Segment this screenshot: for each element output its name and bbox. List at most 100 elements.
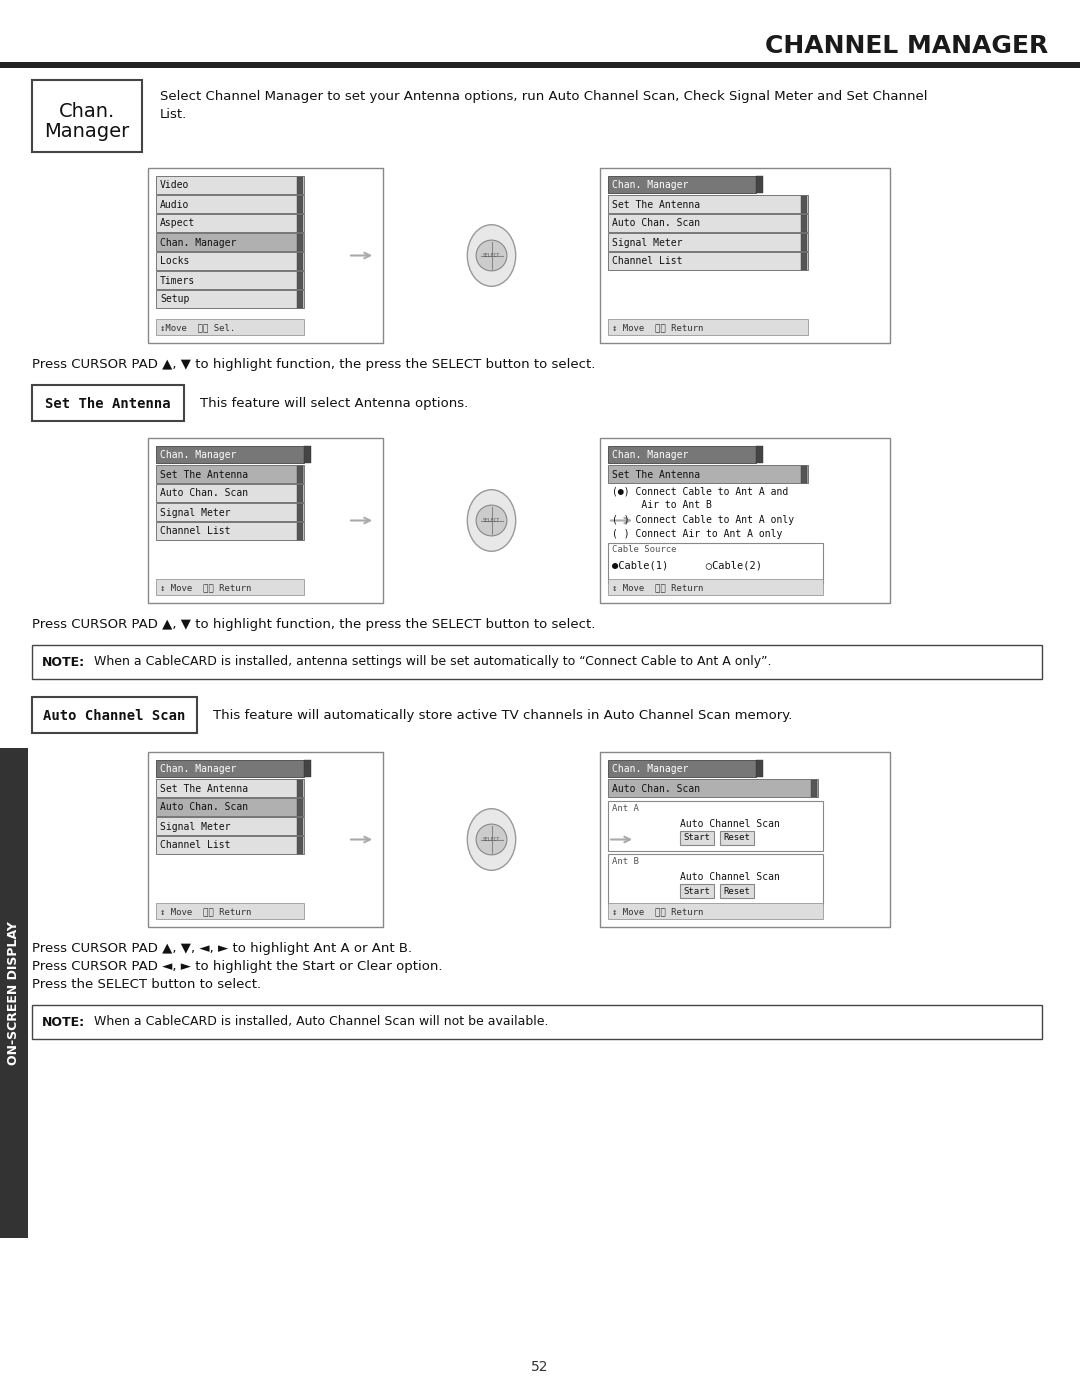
Text: (●) Connect Cable to Ant A and: (●) Connect Cable to Ant A and: [612, 488, 788, 497]
Bar: [801, 465, 807, 482]
Bar: [148, 168, 383, 344]
Text: SELECT: SELECT: [483, 253, 500, 258]
Text: ↕ Move  ⓈⓇ Return: ↕ Move ⓈⓇ Return: [612, 907, 703, 916]
Text: Press the SELECT button to select.: Press the SELECT button to select.: [32, 978, 261, 990]
Bar: [680, 831, 714, 845]
Bar: [720, 831, 754, 845]
Bar: [608, 760, 756, 777]
Text: 52: 52: [531, 1361, 549, 1375]
Text: Ant A: Ant A: [612, 805, 639, 813]
Text: CHANNEL MANAGER: CHANNEL MANAGER: [765, 34, 1048, 59]
Bar: [156, 780, 303, 798]
Text: ON-SCREEN DISPLAY: ON-SCREEN DISPLAY: [8, 921, 21, 1065]
Bar: [156, 760, 303, 777]
Text: This feature will automatically store active TV channels in Auto Channel Scan me: This feature will automatically store ac…: [213, 710, 793, 722]
Bar: [600, 439, 890, 604]
Text: Set The Antenna: Set The Antenna: [612, 200, 700, 210]
Text: Channel List: Channel List: [160, 527, 230, 536]
Bar: [720, 884, 754, 898]
Bar: [297, 196, 303, 212]
Bar: [303, 446, 311, 462]
Bar: [801, 253, 807, 270]
Ellipse shape: [468, 490, 516, 552]
Bar: [600, 752, 890, 928]
Text: Auto Chan. Scan: Auto Chan. Scan: [160, 489, 248, 499]
Text: Air to Ant B: Air to Ant B: [612, 500, 712, 510]
Text: Start: Start: [684, 834, 711, 842]
Text: Auto Channel Scan: Auto Channel Scan: [680, 819, 780, 828]
Bar: [156, 196, 303, 212]
Text: Signal Meter: Signal Meter: [160, 821, 230, 831]
Bar: [156, 251, 303, 270]
Bar: [608, 780, 818, 798]
Bar: [297, 271, 303, 289]
Text: Auto Chan. Scan: Auto Chan. Scan: [612, 218, 700, 229]
Text: Chan. Manager: Chan. Manager: [160, 450, 237, 460]
Text: Setup: Setup: [160, 295, 189, 305]
Text: Chan. Manager: Chan. Manager: [160, 237, 237, 247]
Bar: [801, 196, 807, 212]
Text: Set The Antenna: Set The Antenna: [612, 469, 700, 479]
Bar: [608, 854, 823, 904]
Bar: [756, 446, 762, 462]
Bar: [297, 485, 303, 502]
Bar: [297, 799, 303, 816]
Text: Press CURSOR PAD ▲, ▼ to highlight function, the press the SELECT button to sele: Press CURSOR PAD ▲, ▼ to highlight funct…: [32, 617, 595, 631]
Bar: [756, 760, 762, 777]
Text: Reset: Reset: [724, 834, 751, 842]
Bar: [608, 465, 808, 483]
Text: When a CableCARD is installed, antenna settings will be set automatically to “Co: When a CableCARD is installed, antenna s…: [78, 655, 771, 669]
Bar: [156, 465, 303, 483]
Bar: [303, 760, 311, 777]
Text: Reset: Reset: [724, 887, 751, 895]
Text: ↕Move  ⓈⓇ Sel.: ↕Move ⓈⓇ Sel.: [160, 323, 235, 332]
Bar: [680, 884, 714, 898]
Bar: [608, 578, 823, 595]
Bar: [156, 483, 303, 502]
Bar: [32, 386, 184, 420]
Bar: [297, 465, 303, 482]
Bar: [156, 522, 303, 541]
Ellipse shape: [468, 225, 516, 286]
Bar: [608, 214, 808, 232]
Bar: [156, 271, 303, 289]
Text: Manager: Manager: [44, 122, 130, 141]
Bar: [756, 176, 762, 193]
Bar: [156, 503, 303, 521]
Text: ( ) Connect Air to Ant A only: ( ) Connect Air to Ant A only: [612, 529, 782, 539]
Text: When a CableCARD is installed, Auto Channel Scan will not be available.: When a CableCARD is installed, Auto Chan…: [78, 1016, 549, 1028]
Bar: [608, 902, 823, 919]
Text: Set The Antenna: Set The Antenna: [160, 469, 248, 479]
Bar: [297, 522, 303, 539]
Bar: [32, 1004, 1042, 1039]
Bar: [811, 780, 816, 796]
Bar: [608, 233, 808, 251]
Text: SELECT: SELECT: [483, 837, 500, 842]
Text: Audio: Audio: [160, 200, 189, 210]
Text: Chan. Manager: Chan. Manager: [612, 764, 688, 774]
Text: Auto Chan. Scan: Auto Chan. Scan: [160, 802, 248, 813]
Bar: [156, 835, 303, 854]
Bar: [148, 439, 383, 604]
Bar: [801, 215, 807, 232]
Circle shape: [476, 506, 507, 536]
Text: Start: Start: [684, 887, 711, 895]
Bar: [297, 503, 303, 521]
Bar: [801, 233, 807, 250]
Text: ↕ Move  ⓈⓇ Return: ↕ Move ⓈⓇ Return: [612, 323, 703, 332]
Bar: [0, 747, 28, 1238]
Text: Chan. Manager: Chan. Manager: [160, 764, 237, 774]
Text: Timers: Timers: [160, 275, 195, 285]
Ellipse shape: [468, 809, 516, 870]
Text: Auto Channel Scan: Auto Channel Scan: [680, 872, 780, 882]
Bar: [297, 253, 303, 270]
Bar: [608, 196, 808, 212]
Text: ↕ Move  ⓈⓇ Return: ↕ Move ⓈⓇ Return: [160, 583, 252, 592]
Bar: [608, 800, 823, 851]
Circle shape: [476, 240, 507, 271]
Bar: [156, 798, 303, 816]
Bar: [297, 233, 303, 250]
Bar: [156, 176, 303, 194]
Text: ●Cable(1)      ○Cable(2): ●Cable(1) ○Cable(2): [612, 562, 762, 571]
Bar: [297, 176, 303, 194]
